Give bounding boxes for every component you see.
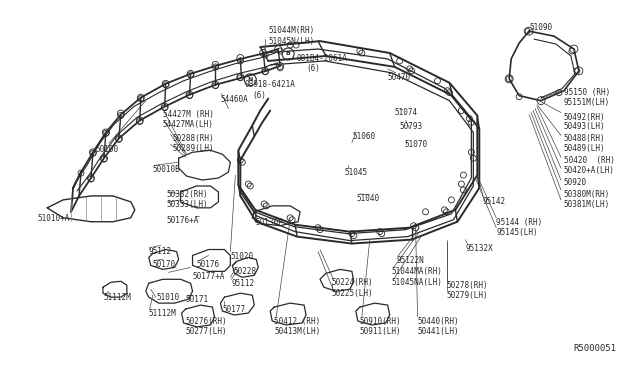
Text: 50289(LH): 50289(LH)	[173, 144, 214, 153]
Text: 50278(RH): 50278(RH)	[447, 281, 488, 290]
Text: 50100: 50100	[96, 145, 119, 154]
Text: 50492(RH): 50492(RH)	[564, 113, 605, 122]
Text: 50412 (RH): 50412 (RH)	[274, 317, 321, 326]
Text: 50441(LH): 50441(LH)	[417, 327, 459, 336]
Text: N: N	[248, 77, 253, 82]
Text: 95151M(LH): 95151M(LH)	[564, 98, 610, 107]
Text: 50176: 50176	[196, 260, 220, 269]
Text: 50470: 50470	[388, 73, 411, 82]
Text: 50279(LH): 50279(LH)	[447, 291, 488, 300]
Text: 95112: 95112	[148, 247, 172, 256]
Text: 50332(RH): 50332(RH)	[166, 190, 208, 199]
Text: 50010B: 50010B	[153, 165, 180, 174]
Text: 51044MA(RH): 51044MA(RH)	[392, 267, 443, 276]
Text: 50288(RH): 50288(RH)	[173, 134, 214, 143]
Text: 50910(RH): 50910(RH)	[360, 317, 401, 326]
Text: 081B4-2061A: 081B4-2061A	[296, 54, 347, 63]
Text: 50277(LH): 50277(LH)	[186, 327, 227, 336]
Text: 50793: 50793	[399, 122, 423, 131]
Text: 54427M (RH): 54427M (RH)	[163, 110, 214, 119]
Text: 50171: 50171	[186, 295, 209, 304]
Text: 95142: 95142	[483, 197, 506, 206]
Text: 54427MA(LH): 54427MA(LH)	[163, 119, 214, 128]
Text: 50333(LH): 50333(LH)	[166, 200, 208, 209]
Text: 51040: 51040	[357, 194, 380, 203]
Text: 50440(RH): 50440(RH)	[417, 317, 459, 326]
Text: 50381M(LH): 50381M(LH)	[564, 200, 610, 209]
Text: 50224(RH): 50224(RH)	[332, 278, 374, 287]
Text: 08918-6421A: 08918-6421A	[244, 80, 295, 89]
Text: 54460A: 54460A	[220, 95, 248, 104]
Text: 51010+A: 51010+A	[37, 214, 70, 223]
Text: 51060: 51060	[353, 132, 376, 141]
Text: 95112: 95112	[232, 279, 255, 288]
Text: 50225(LH): 50225(LH)	[332, 289, 374, 298]
Text: 50176+A: 50176+A	[166, 216, 199, 225]
Text: 50920: 50920	[564, 178, 587, 187]
Text: 50493(LH): 50493(LH)	[564, 122, 605, 131]
Text: 50489(LH): 50489(LH)	[564, 144, 605, 153]
Text: 51044M(RH): 51044M(RH)	[268, 26, 314, 35]
Text: 50177+A: 50177+A	[193, 272, 225, 281]
Text: 95132X: 95132X	[465, 244, 493, 253]
Text: 51112M: 51112M	[148, 309, 177, 318]
Text: 50130P: 50130P	[255, 218, 283, 227]
Text: 51045: 51045	[345, 168, 368, 177]
Text: 50228: 50228	[234, 267, 257, 276]
Text: 51020: 51020	[230, 251, 253, 260]
Text: R5000051: R5000051	[573, 344, 616, 353]
Text: 51045NA(LH): 51045NA(LH)	[392, 278, 443, 287]
Text: 51090: 51090	[529, 23, 552, 32]
Text: 95144 (RH): 95144 (RH)	[496, 218, 543, 227]
Text: B: B	[285, 51, 291, 57]
Text: 51010: 51010	[157, 293, 180, 302]
Text: 95145(LH): 95145(LH)	[496, 228, 538, 237]
Text: 50380M(RH): 50380M(RH)	[564, 190, 610, 199]
Text: 51112M: 51112M	[104, 293, 132, 302]
Text: 51070: 51070	[404, 140, 428, 149]
Text: 50413M(LH): 50413M(LH)	[274, 327, 321, 336]
Text: 50488(RH): 50488(RH)	[564, 134, 605, 143]
Text: 51074: 51074	[395, 108, 418, 116]
Text: 95122N: 95122N	[397, 256, 424, 266]
Text: 95150 (RH): 95150 (RH)	[564, 88, 610, 97]
Text: 51045N(LH): 51045N(LH)	[268, 37, 314, 46]
Text: (6): (6)	[252, 91, 266, 100]
Text: 50420  (RH): 50420 (RH)	[564, 156, 615, 165]
Text: 50276(RH): 50276(RH)	[186, 317, 227, 326]
Text: 50170: 50170	[153, 260, 176, 269]
Text: (6): (6)	[306, 64, 320, 73]
Text: 50911(LH): 50911(LH)	[360, 327, 401, 336]
Text: 50420+A(LH): 50420+A(LH)	[564, 166, 615, 175]
Text: 50177: 50177	[223, 305, 246, 314]
